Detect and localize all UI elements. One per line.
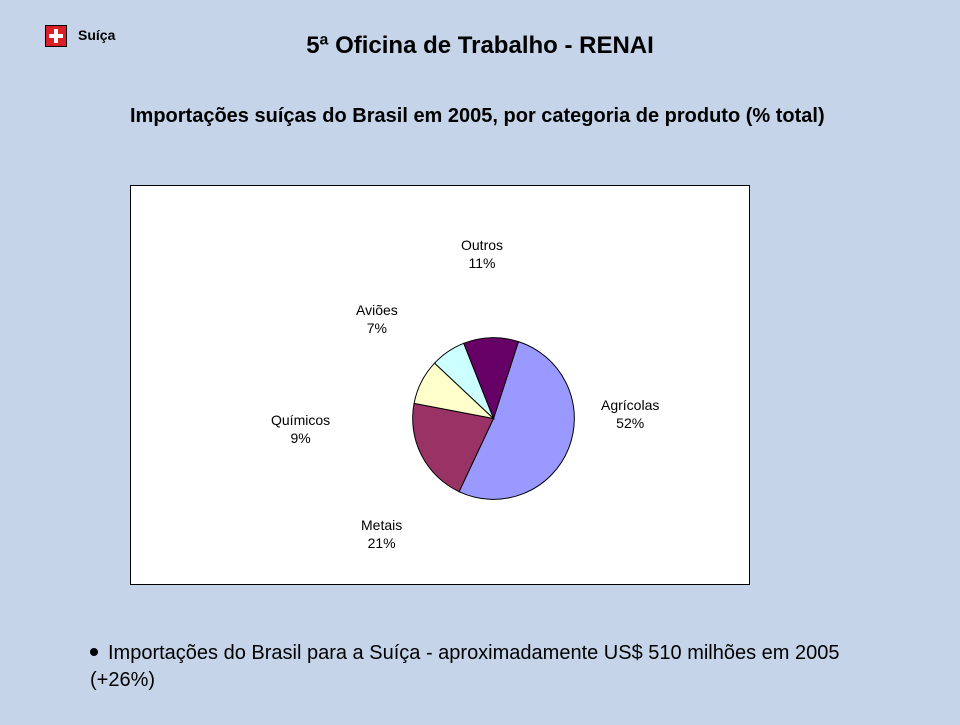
chart-frame: Agrícolas 52% Metais 21% Químicos 9% Avi… (130, 185, 750, 585)
slice-label-agricolas: Agrícolas 52% (601, 396, 659, 432)
slice-pct-outros: 11% (469, 255, 496, 271)
bullet-icon (90, 648, 98, 656)
chart-subtitle: Importações suíças do Brasil em 2005, po… (130, 105, 825, 128)
slice-pct-quimicos: 9% (290, 430, 310, 446)
slice-pct-agricolas: 52% (616, 415, 644, 431)
slice-label-outros: Outros 11% (461, 236, 503, 272)
footnote-bullet: Importações do Brasil para a Suíça - apr… (90, 640, 890, 694)
slice-label-metais: Metais 21% (361, 516, 402, 552)
pie-wrap (411, 336, 576, 501)
page-title: 5ª Oficina de Trabalho - RENAI (0, 32, 960, 60)
slice-label-avioes: Aviões 7% (356, 301, 398, 337)
slice-pct-metais: 21% (368, 535, 396, 551)
slice-label-quimicos: Químicos 9% (271, 411, 330, 447)
slide-page: Suíça 5ª Oficina de Trabalho - RENAI Imp… (0, 0, 960, 725)
slice-pct-avioes: 7% (367, 320, 387, 336)
pie-chart (411, 336, 576, 501)
